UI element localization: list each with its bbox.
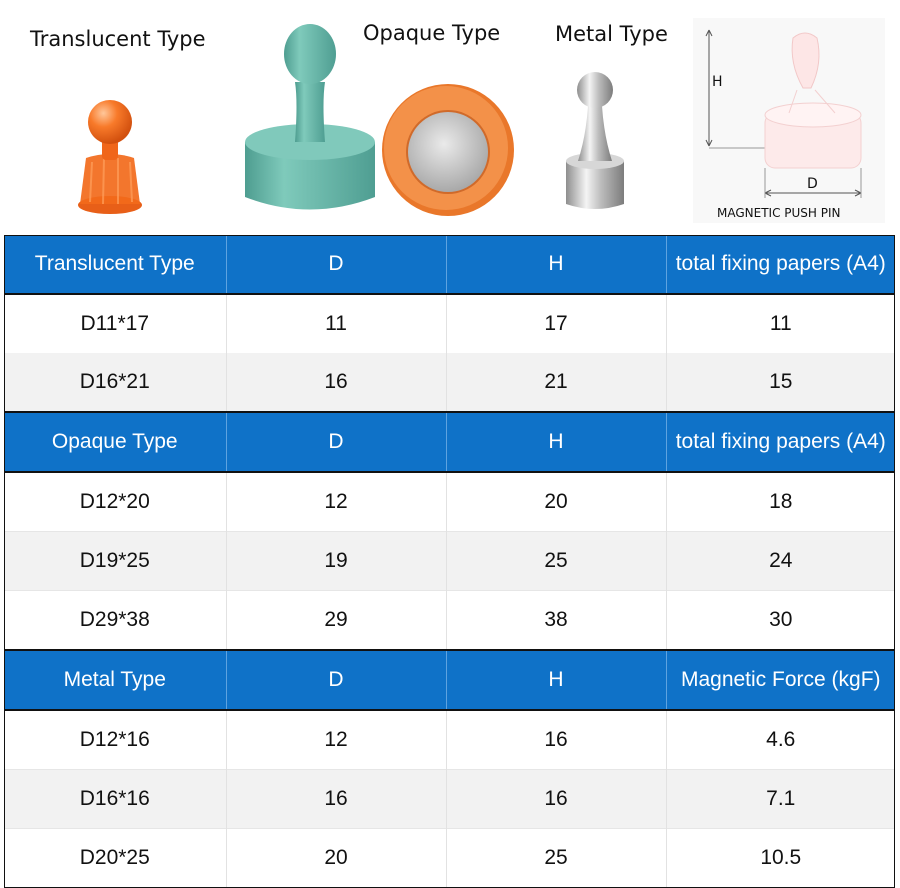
metric-cell: 30 [665, 590, 895, 651]
d-cell: 29 [225, 590, 446, 651]
metric-cell: 18 [665, 471, 895, 532]
model-cell: D12*16 [4, 709, 226, 770]
header-h-cell: H [445, 650, 666, 710]
d-cell: 19 [225, 531, 446, 591]
header-d-cell: D [225, 412, 446, 472]
header-type-cell: Translucent Type [4, 235, 226, 294]
opaque-teal-push-pin-image [245, 24, 375, 210]
h-cell: 16 [445, 769, 666, 829]
section-header-opaque: Opaque Type D H total fixing papers (A4) [4, 412, 895, 472]
h-cell: 25 [445, 828, 666, 887]
table-row: D16*16 16 16 7.1 [4, 769, 895, 829]
model-cell: D12*20 [4, 471, 226, 532]
d-cell: 12 [225, 471, 446, 532]
spec-table: Translucent Type D H total fixing papers… [4, 235, 895, 887]
table-row: D20*25 20 25 10.5 [4, 828, 895, 887]
h-cell: 25 [445, 531, 666, 591]
header-type-cell: Opaque Type [4, 412, 226, 472]
model-cell: D11*17 [4, 293, 226, 353]
diagram-caption: MAGNETIC PUSH PIN [717, 206, 841, 220]
header-metric-cell: total fixing papers (A4) [665, 412, 895, 472]
metric-cell: 24 [665, 531, 895, 591]
metric-cell: 10.5 [665, 828, 895, 887]
metric-cell: 4.6 [665, 709, 895, 770]
h-cell: 21 [445, 353, 666, 413]
d-cell: 20 [225, 828, 446, 887]
metal-push-pin-image [566, 72, 624, 209]
metric-cell: 7.1 [665, 769, 895, 829]
caption-metal-type: Metal Type [555, 22, 668, 46]
opaque-magnet-disc-image [382, 84, 514, 216]
metric-cell: 11 [665, 293, 895, 353]
model-cell: D20*25 [4, 828, 226, 887]
table-row: D16*21 16 21 15 [4, 353, 895, 413]
metric-cell: 15 [665, 353, 895, 413]
header-metric-cell: total fixing papers (A4) [665, 235, 895, 294]
table-row: D29*38 29 38 30 [4, 590, 895, 651]
model-cell: D16*16 [4, 769, 226, 829]
caption-translucent-type: Translucent Type [30, 27, 206, 51]
d-cell: 12 [225, 709, 446, 770]
model-cell: D19*25 [4, 531, 226, 591]
h-cell: 20 [445, 471, 666, 532]
diagram-h-label: H [712, 74, 723, 90]
header-h-cell: H [445, 235, 666, 294]
d-cell: 11 [225, 293, 446, 353]
table-row: D11*17 11 17 11 [4, 293, 895, 353]
header-h-cell: H [445, 412, 666, 472]
table-row: D12*20 12 20 18 [4, 471, 895, 532]
translucent-push-pin-image [78, 100, 142, 214]
header-metric-cell: Magnetic Force (kgF) [665, 650, 895, 710]
table-row: D12*16 12 16 4.6 [4, 709, 895, 770]
header-type-cell: Metal Type [4, 650, 226, 710]
table-row: D19*25 19 25 24 [4, 531, 895, 591]
header-d-cell: D [225, 235, 446, 294]
d-cell: 16 [225, 353, 446, 413]
model-cell: D29*38 [4, 590, 226, 651]
header-d-cell: D [225, 650, 446, 710]
h-cell: 38 [445, 590, 666, 651]
caption-opaque-type: Opaque Type [363, 21, 501, 45]
dimension-diagram: H D MAGNETIC PUSH PIN [693, 18, 885, 223]
h-cell: 16 [445, 709, 666, 770]
section-header-translucent: Translucent Type D H total fixing papers… [4, 235, 895, 294]
d-cell: 16 [225, 769, 446, 829]
section-header-metal: Metal Type D H Magnetic Force (kgF) [4, 650, 895, 710]
model-cell: D16*21 [4, 353, 226, 413]
product-photo-strip: Translucent Type Opaque Type Metal Type [0, 0, 900, 235]
h-cell: 17 [445, 293, 666, 353]
diagram-d-label: D [807, 176, 818, 192]
